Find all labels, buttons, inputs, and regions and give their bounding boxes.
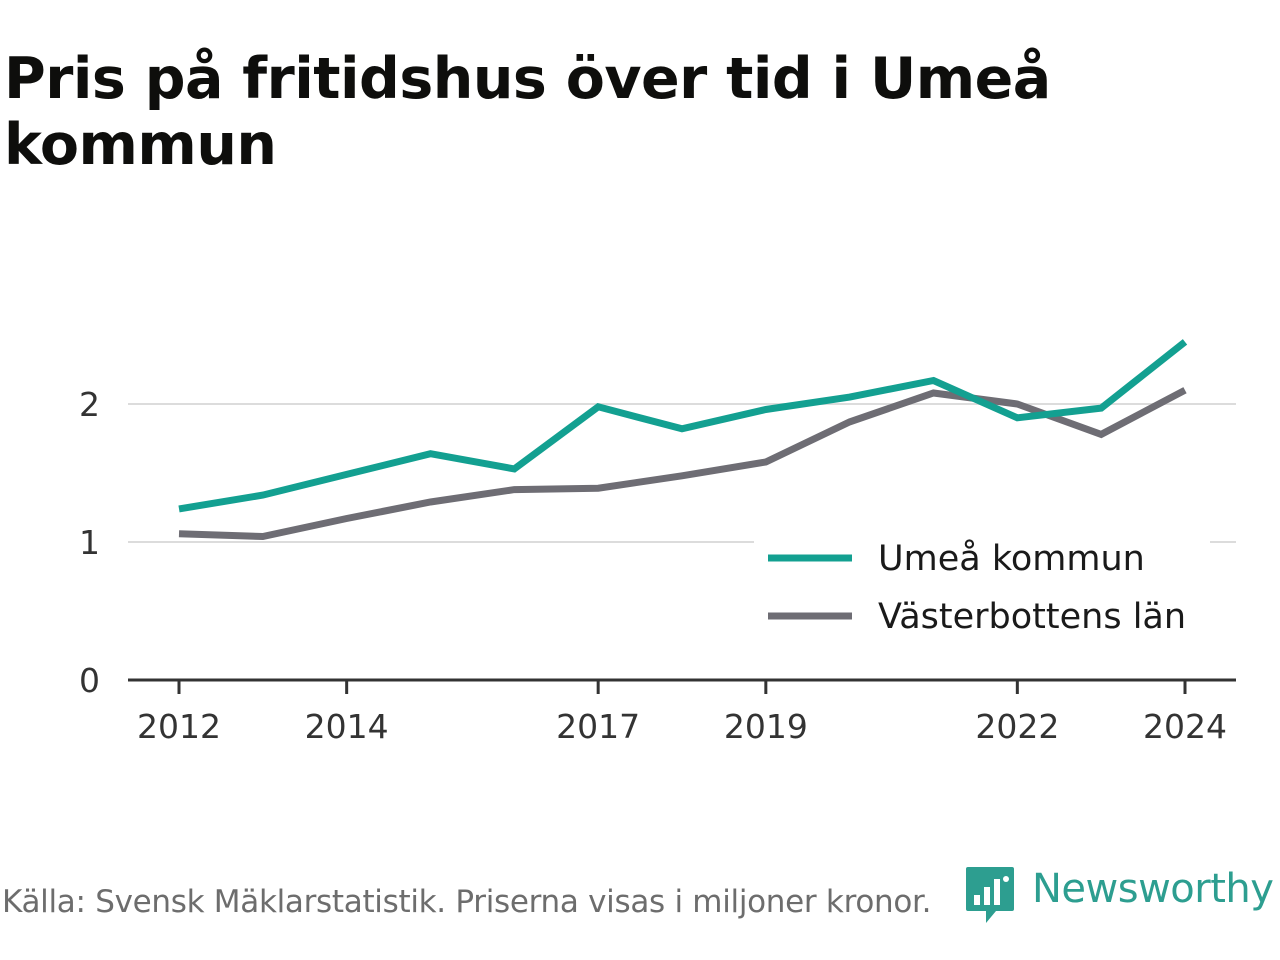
brand-name: Newsworthy — [1032, 866, 1274, 912]
y-tick-label: 2 — [79, 385, 100, 424]
grid-lines — [128, 403, 1236, 644]
brand[interactable]: Newsworthy — [964, 864, 1274, 928]
legend: Umeå kommun Västerbottens län — [768, 538, 1186, 637]
x-tick-label: 2017 — [556, 707, 640, 746]
series-lines — [178, 339, 1188, 541]
y-tick-label: 0 — [79, 661, 100, 700]
legend-label: Västerbottens län — [878, 597, 1186, 637]
x-tick-label: 2019 — [724, 707, 808, 746]
x-tick-label: 2024 — [1143, 707, 1227, 746]
chart-title: Pris på fritidshus över tid i Umeå kommu… — [4, 46, 1051, 178]
axes: 0 1 2 2012 2014 2017 2019 2022 2024 — [79, 385, 1236, 746]
series-line-umea-kommun — [178, 339, 1188, 513]
x-tick-label: 2022 — [975, 707, 1059, 746]
series-line-vasterbottens-lan — [178, 387, 1187, 541]
x-tick-label: 2014 — [305, 707, 389, 746]
legend-label: Umeå kommun — [878, 538, 1145, 579]
newsworthy-logo-icon — [966, 867, 1014, 923]
x-tick-label: 2012 — [137, 707, 221, 746]
source-note: Källa: Svensk Mäklarstatistik. Priserna … — [2, 884, 932, 920]
legend-background — [754, 534, 1210, 644]
y-tick-label: 1 — [79, 523, 100, 562]
